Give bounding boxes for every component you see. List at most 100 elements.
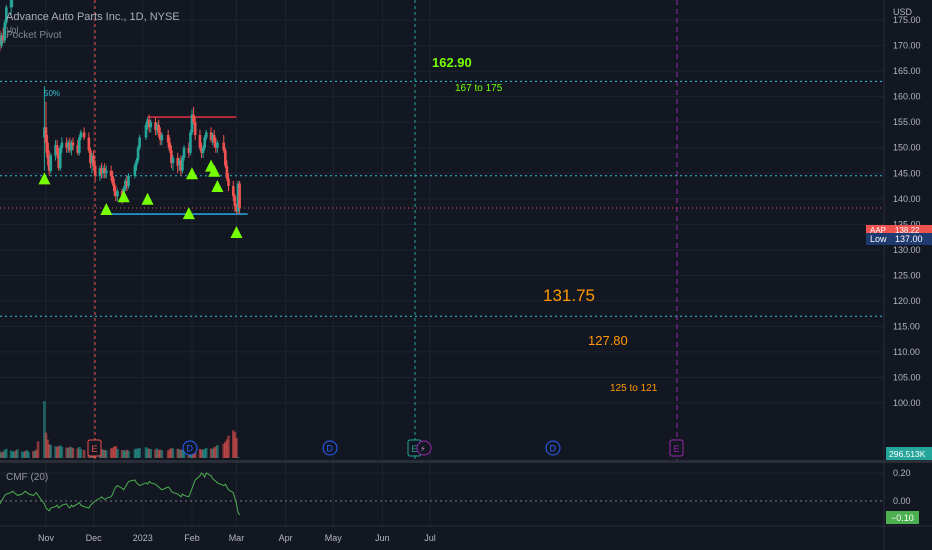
volume-bar-23 [49, 445, 53, 458]
currency-label: USD [893, 7, 913, 17]
vertical-grid [45, 0, 431, 526]
candle-body-83 [192, 114, 195, 123]
earnings-event-1[interactable]: E [87, 439, 102, 457]
volume-bar-36 [79, 449, 83, 458]
volume-bar-33 [71, 448, 75, 458]
volume-bar-56 [125, 449, 129, 458]
cmf-value-badge[interactable]: −0.10 [886, 511, 919, 524]
earnings-event-3[interactable]: E [669, 439, 684, 457]
dividend-event-1[interactable]: D [182, 440, 198, 456]
candle-body-86 [200, 147, 203, 153]
cmf-label[interactable]: CMF (20) [6, 472, 48, 483]
volume-bar-22 [47, 444, 51, 458]
ticker-badge[interactable]: AAP 138.22 [866, 225, 932, 235]
price-tick-label: 100.00 [893, 398, 921, 408]
signal-triangle-9 [230, 225, 243, 238]
volume-bar-63 [146, 448, 149, 458]
time-tick-label: May [325, 533, 343, 543]
annotation-125-to-121: 125 to 121 [610, 383, 658, 394]
candle-body-20 [44, 127, 48, 143]
time-tick-label: Apr [279, 533, 293, 543]
volume-bar-85 [198, 449, 202, 458]
time-tick-label: Feb [184, 533, 200, 543]
candle-body-80 [187, 147, 191, 153]
volume-bar-28 [60, 446, 64, 458]
volume-indicator-label[interactable]: Vol [6, 25, 19, 35]
candle-body-1 [0, 35, 3, 46]
candle-body-30 [66, 142, 70, 148]
candle-body-62 [144, 124, 148, 138]
price-tick-label: 145.00 [893, 168, 921, 178]
pane-separator[interactable] [0, 460, 932, 463]
volume-bar-101 [235, 437, 238, 458]
candle-body-91 [211, 134, 214, 141]
candle-body-95 [222, 142, 226, 151]
volume-bar-12 [24, 450, 27, 458]
volume-bar-91 [211, 448, 214, 458]
volume-bar-47 [105, 450, 108, 458]
signal-triangle-1 [100, 202, 113, 215]
pocket-pivot-indicator-label[interactable]: Pocket Pivot [6, 30, 62, 41]
price-tick-label: 155.00 [893, 117, 921, 127]
time-axis-ticks[interactable]: Nov Dec 2023 Feb Mar Apr May Jun Jul [38, 533, 436, 543]
volume-bar-34 [76, 448, 80, 458]
volume-bar-79 [182, 449, 186, 458]
volume-badge[interactable]: 296.513K [886, 447, 932, 460]
split-event[interactable]: ⚡ [416, 440, 432, 456]
volume-bar-16 [33, 450, 37, 458]
volume-bar-87 [201, 449, 205, 458]
candle-body-97 [225, 165, 229, 179]
volume-bar-99 [231, 430, 235, 458]
candle-body-84 [193, 122, 197, 135]
volume-bar-35 [78, 446, 81, 458]
volume-bar-17 [35, 449, 38, 458]
candle-body-33 [71, 142, 75, 146]
candle-body-63 [146, 119, 149, 125]
volume-bar-29 [65, 447, 68, 458]
candle-body-67 [155, 124, 159, 130]
candle-body-73 [170, 150, 173, 164]
candle-body-49 [111, 175, 114, 184]
candle-body-78 [181, 157, 184, 171]
volume-bar-11 [22, 452, 26, 458]
candle-body-42 [93, 165, 97, 176]
volume-bar-45 [101, 449, 105, 458]
price-tick-label: 130.00 [893, 245, 921, 255]
candle-body-39 [89, 150, 92, 164]
volume-bar-94 [216, 445, 219, 458]
annotation-127-80: 127.80 [588, 333, 628, 348]
volume-bar-60 [136, 448, 140, 458]
low-badge[interactable]: Low 137.00 [866, 233, 932, 245]
volume-bar-102 [236, 457, 240, 458]
volume-bar-64 [147, 448, 151, 458]
volume-bar-55 [124, 450, 127, 458]
price-tick-label: 120.00 [893, 296, 921, 306]
volume-bar-65 [149, 449, 153, 458]
price-tick-label: 110.00 [893, 347, 920, 357]
volume-bar-20 [44, 432, 48, 458]
candle-body-77 [179, 160, 183, 171]
dividend-event-2[interactable]: D [322, 440, 338, 456]
volume-bar-25 [55, 447, 59, 458]
candle-body-66 [154, 122, 157, 130]
volume-bar-53 [120, 449, 124, 458]
time-tick-label: Dec [86, 533, 103, 543]
dividend-event-3[interactable]: D [545, 440, 561, 456]
candle-body-29 [65, 142, 68, 148]
volume-bar-98 [227, 435, 230, 458]
signal-triangle-8 [211, 180, 224, 193]
volume-bar-100 [233, 432, 237, 458]
candle-body-89 [204, 132, 208, 138]
candle-body-96 [224, 150, 227, 166]
symbol-title[interactable]: Advance Auto Parts Inc., 1D, NYSE [6, 11, 180, 23]
annotation-131-75: 131.75 [543, 286, 595, 305]
cmf-value-badge-text: −0.10 [891, 513, 914, 523]
candle-body-36 [79, 132, 83, 138]
dividend-event-1-label: D [187, 444, 194, 454]
candle-body-85 [198, 134, 202, 148]
volume-bar-57 [127, 450, 130, 458]
volume-bar-8 [14, 450, 18, 458]
earnings-event-3-label: E [674, 444, 680, 454]
volume-bar-58 [133, 449, 137, 458]
